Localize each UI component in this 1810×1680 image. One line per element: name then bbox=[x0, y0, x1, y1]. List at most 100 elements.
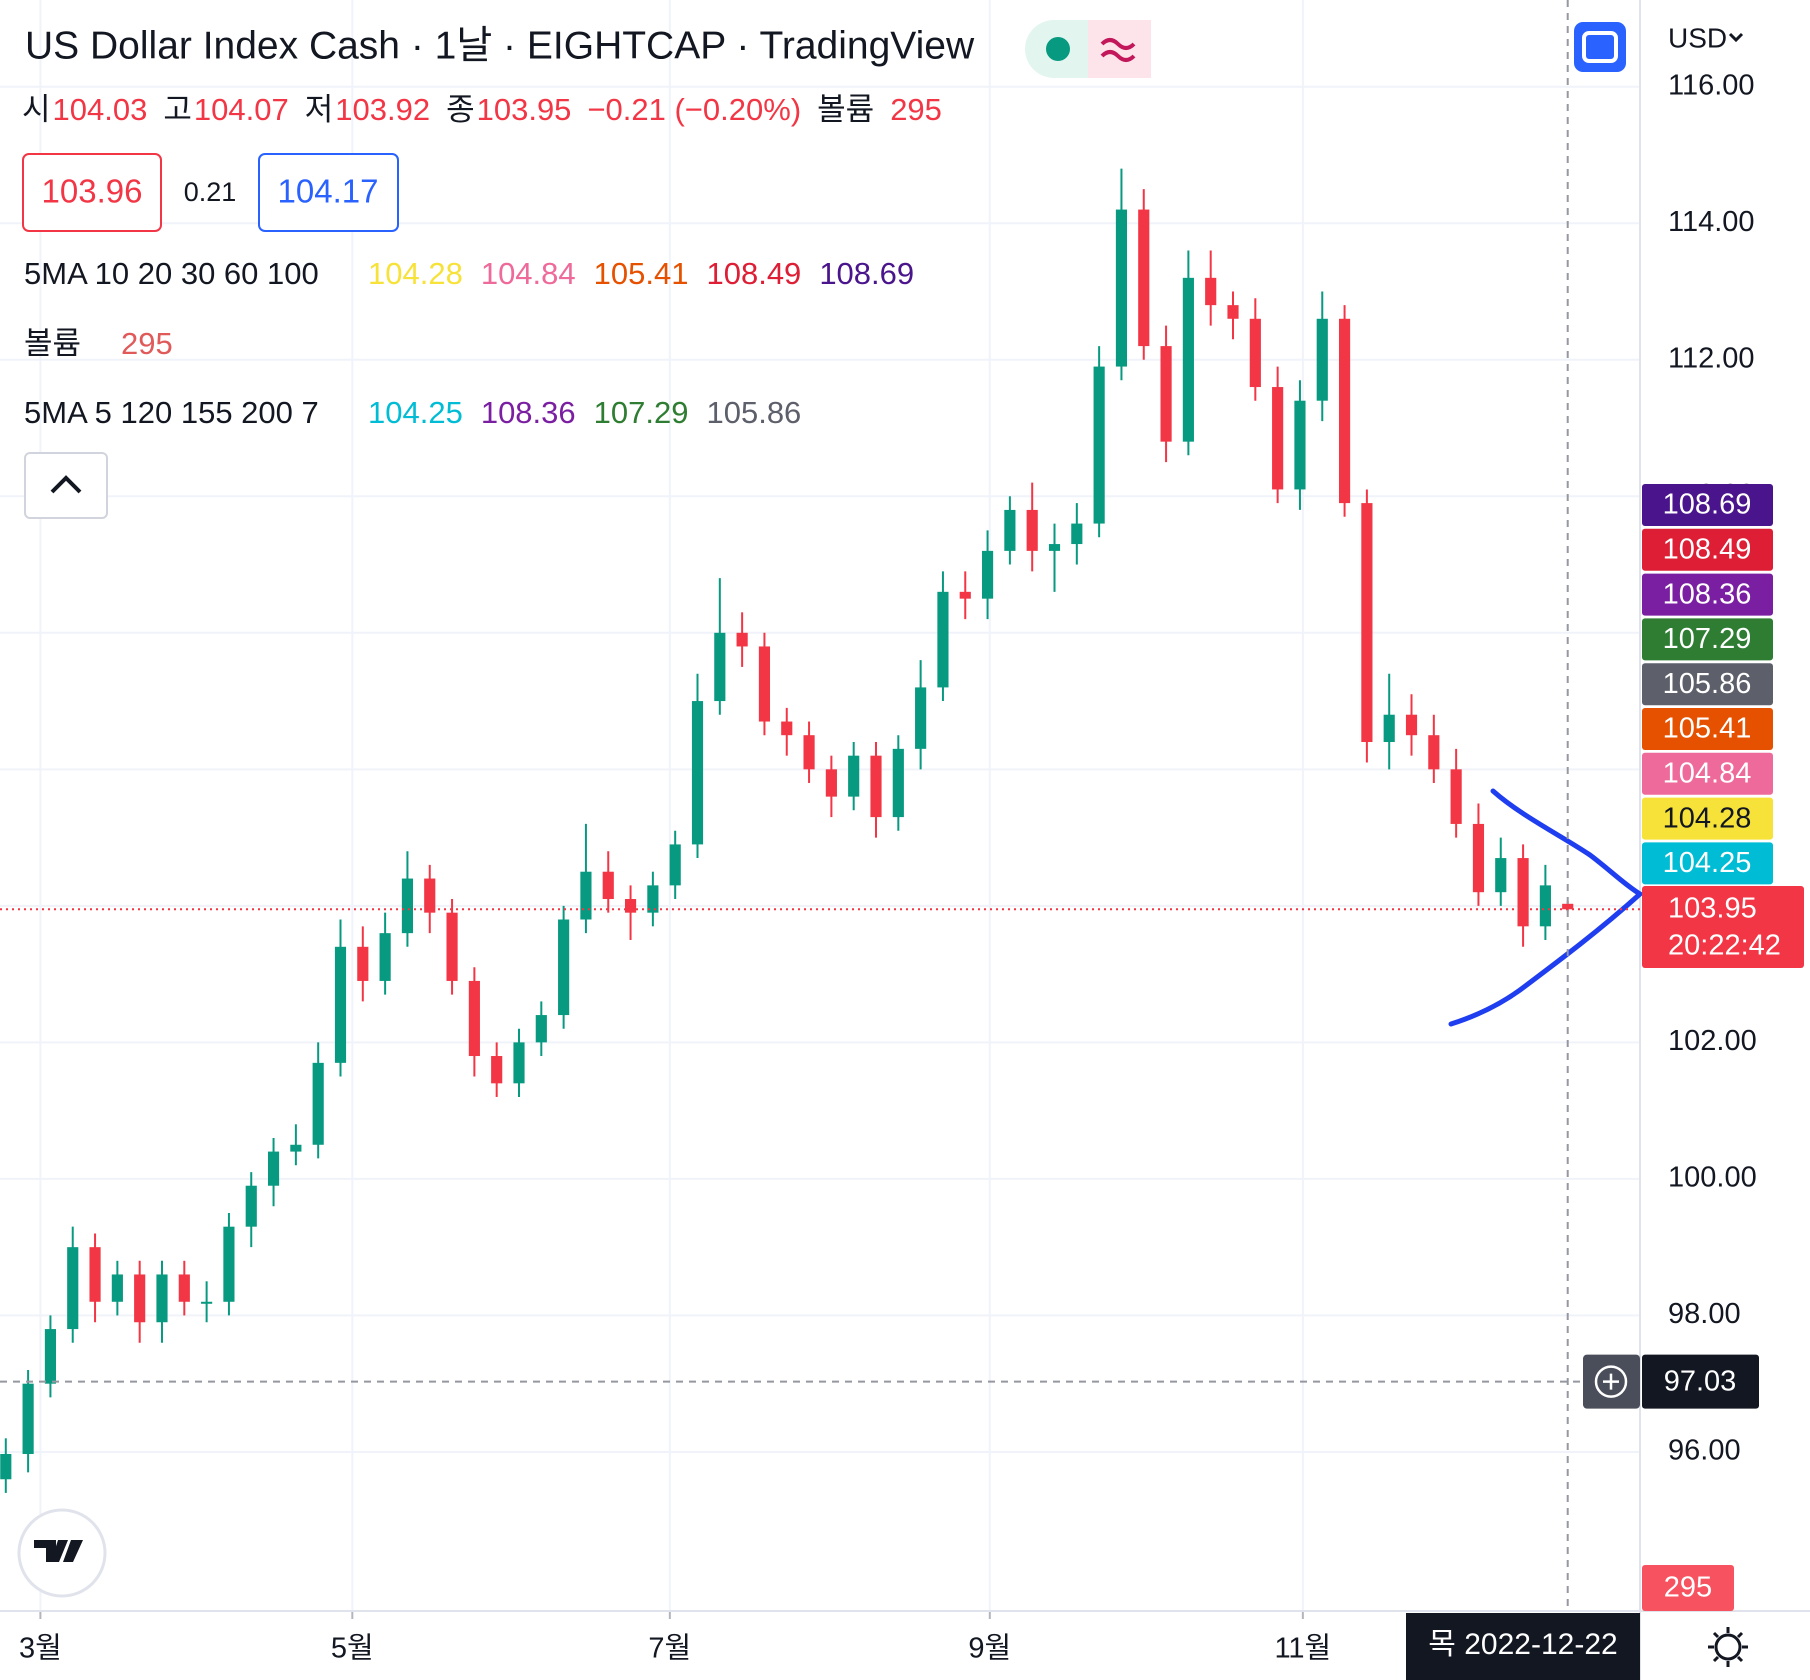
candle-body bbox=[357, 946, 369, 981]
candle-body bbox=[1539, 885, 1551, 927]
candle-body bbox=[0, 1453, 12, 1480]
collapse-icon bbox=[50, 475, 82, 494]
price-label: 108.69 bbox=[1663, 489, 1752, 521]
legend-item: −0.21 (−0.20%) bbox=[587, 92, 801, 127]
indicator-name[interactable]: 5MA 5 120 155 200 7 bbox=[24, 395, 319, 430]
volume-label: 295 bbox=[1664, 1572, 1712, 1604]
y-tick-label: 98.00 bbox=[1668, 1298, 1741, 1330]
candle-body bbox=[602, 871, 614, 900]
candle-body bbox=[1517, 858, 1529, 927]
collapse-button[interactable] bbox=[24, 452, 108, 519]
candle-body bbox=[848, 755, 860, 797]
crosshair-price-label: 97.03 bbox=[1664, 1365, 1737, 1397]
fullscreen-icon bbox=[1582, 31, 1618, 63]
add-alert-icon bbox=[1594, 1365, 1628, 1398]
crosshair-date-box bbox=[1406, 1613, 1640, 1680]
legend-item: 종 bbox=[446, 92, 475, 127]
y-tick-label: 96.00 bbox=[1668, 1435, 1741, 1467]
candle-body bbox=[959, 591, 971, 599]
legend-item: 104.03 bbox=[53, 92, 148, 127]
fullscreen-button[interactable] bbox=[1574, 22, 1626, 72]
candle-body bbox=[714, 632, 726, 702]
indicator-value: 104.84 bbox=[481, 256, 576, 291]
chart-title: US Dollar Index Cash · 1날 · EIGHTCAP · T… bbox=[25, 24, 975, 67]
candle-body bbox=[781, 721, 793, 736]
candle-body bbox=[334, 946, 347, 1063]
candle-body bbox=[44, 1329, 57, 1384]
candle-body bbox=[1249, 318, 1261, 388]
market-status-dot bbox=[1046, 37, 1070, 61]
y-tick-label: 102.00 bbox=[1668, 1025, 1757, 1057]
candle-body bbox=[870, 755, 882, 818]
candle-body bbox=[134, 1274, 146, 1323]
indicator-value: 104.25 bbox=[368, 395, 463, 430]
candle-body bbox=[1562, 903, 1574, 910]
candle-body bbox=[1428, 735, 1440, 770]
candle-body bbox=[1495, 858, 1507, 893]
sell-box[interactable] bbox=[22, 153, 162, 232]
candle-body bbox=[468, 980, 480, 1057]
price-label: 108.49 bbox=[1663, 533, 1752, 565]
crosshair-date-label: 목 2022-12-22 bbox=[1428, 1628, 1617, 1661]
candle-body bbox=[1361, 503, 1373, 743]
candle-body bbox=[937, 591, 949, 688]
y-tick-label: 100.00 bbox=[1668, 1162, 1757, 1194]
currency-selector[interactable]: USD bbox=[1668, 22, 1727, 53]
last-price-label: 103.95 bbox=[1668, 893, 1757, 925]
candle-body bbox=[290, 1144, 302, 1152]
candle-body bbox=[1405, 714, 1418, 736]
candle-body bbox=[580, 871, 592, 920]
candle-body bbox=[1160, 346, 1172, 442]
annotation-drawing bbox=[1448, 788, 1645, 1027]
candle-body bbox=[1227, 305, 1239, 319]
candle-body bbox=[446, 912, 458, 981]
bar-countdown: 20:22:42 bbox=[1668, 930, 1781, 962]
price-label: 104.25 bbox=[1663, 847, 1752, 879]
legend-item: 103.92 bbox=[335, 92, 430, 127]
price-label-box bbox=[1642, 663, 1773, 706]
price-label-box bbox=[1642, 708, 1773, 750]
price-label: 104.28 bbox=[1663, 802, 1752, 834]
candle-body bbox=[647, 885, 659, 913]
candle-body bbox=[758, 646, 771, 722]
crosshair-price-box bbox=[1642, 1354, 1759, 1409]
indicator-value: 105.86 bbox=[706, 395, 801, 430]
candle-body bbox=[111, 1274, 123, 1302]
y-tick-label: 116.00 bbox=[1668, 69, 1755, 101]
candle-body bbox=[156, 1274, 168, 1323]
candle-body bbox=[915, 687, 927, 749]
x-tick-label: 9월 bbox=[968, 1632, 1011, 1665]
candle-body bbox=[89, 1247, 101, 1302]
status-pill-right bbox=[1088, 20, 1151, 78]
price-label: 108.36 bbox=[1663, 578, 1752, 610]
indicator-value: 107.29 bbox=[594, 395, 689, 430]
candle-body bbox=[1205, 277, 1217, 306]
indicator-name[interactable]: 볼륨 bbox=[24, 326, 81, 361]
price-label-box bbox=[1642, 797, 1773, 840]
price-label: 105.41 bbox=[1663, 713, 1752, 745]
last-price-box bbox=[1642, 886, 1804, 968]
candle-body bbox=[1182, 277, 1194, 442]
candle-body bbox=[22, 1383, 34, 1454]
candle-body bbox=[624, 899, 637, 913]
candle-body bbox=[1093, 366, 1105, 524]
indicator-name[interactable]: 5MA 10 20 30 60 100 bbox=[24, 256, 319, 291]
plot bbox=[0, 168, 1574, 1493]
price-label-box bbox=[1642, 752, 1773, 795]
candle-body bbox=[1138, 209, 1150, 347]
indicator-value: 108.69 bbox=[819, 256, 914, 291]
buy-price: 104.17 bbox=[278, 173, 379, 210]
x-tick-label: 5월 bbox=[331, 1632, 374, 1665]
candle-body bbox=[312, 1062, 324, 1145]
indicator-value: 105.41 bbox=[594, 256, 689, 291]
add-alert-icon bbox=[1603, 1373, 1619, 1390]
candle-body bbox=[1316, 318, 1328, 401]
settings-button[interactable] bbox=[1714, 1633, 1742, 1661]
candle-body bbox=[691, 701, 704, 845]
candle-body bbox=[1115, 209, 1128, 367]
candle-body bbox=[178, 1274, 190, 1302]
buy-box[interactable] bbox=[258, 153, 399, 232]
legend-item: 295 bbox=[890, 92, 942, 127]
candle-body bbox=[1472, 823, 1485, 893]
